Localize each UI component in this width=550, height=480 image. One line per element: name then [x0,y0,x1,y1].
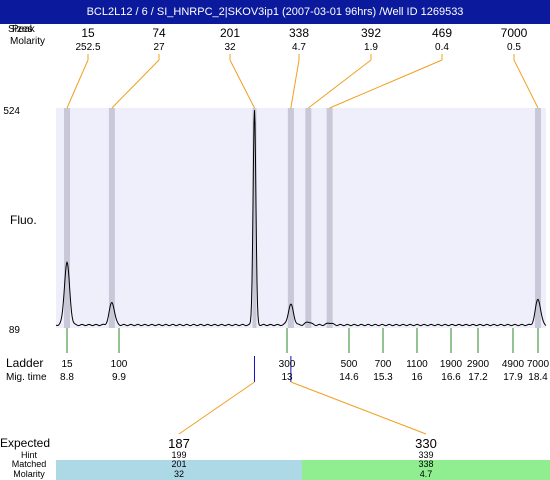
matched-molarity-value: 4.7 [420,469,433,479]
ladder-mig-time-label: 18.4 [528,372,548,383]
matched-band [302,460,550,480]
plot-area [56,108,546,328]
ladder-size-label: 4900 [502,359,525,370]
matched-row-label: Matched [12,459,47,469]
peak-molarity-label: 4.7 [292,42,306,53]
hint-row-label: Hint [21,450,38,460]
expected-leader-line [178,381,255,435]
expected-row-label: Expected [0,436,50,450]
size-row-label: Sizes [8,24,32,35]
peak-band [305,108,312,328]
expected-value: 187 [168,436,190,451]
ladder-mig-time-label: 15.3 [373,372,393,383]
matched-band [56,460,302,480]
peak-leader-line [111,59,160,109]
ladder-mig-time-label: 9.9 [112,372,126,383]
ladder-mig-time-label: 17.2 [468,372,488,383]
ladder-size-label: 300 [279,359,296,370]
peak-band [108,108,115,328]
peak-leader-line [513,59,539,109]
ladder-row-label: Ladder [6,356,43,370]
y-tick-label: 89 [9,325,21,336]
peak-band [535,108,541,328]
chart-title-bar: BCL2L12 / 6 / SI_HNRPC_2|SKOV3ip1 (2007-… [0,0,550,24]
peak-band [287,108,294,328]
peak-molarity-label: 32 [224,42,236,53]
ladder-mig-time-label: 17.9 [503,372,523,383]
matched-value: 201 [171,459,186,469]
peak-band [252,108,257,328]
peak-size-label: 469 [432,26,452,40]
ladder-mig-time-label: 8.8 [60,372,74,383]
peak-row-label: Peak [12,24,36,35]
bottom-molarity-row-label: Molarity [13,469,45,479]
peak-size-label: 392 [361,26,381,40]
molarity-row-label: Molarity [10,36,45,47]
ladder-size-label: 2900 [467,359,490,370]
peak-leader-line [290,59,300,109]
fluorescence-trace [55,110,547,327]
ladder-size-label: 1100 [406,359,428,370]
peak-band [64,108,70,328]
y-tick-label: 524 [3,106,20,117]
y-axis-label: Fluo. [10,213,37,227]
expected-leader-line [290,381,427,435]
ladder-size-label: 100 [111,359,128,370]
mig-time-row-label: Mig. time [6,372,47,383]
matched-value: 338 [418,459,433,469]
peak-molarity-label: 252.5 [75,42,100,53]
chart-title: BCL2L12 / 6 / SI_HNRPC_2|SKOV3ip1 (2007-… [86,6,464,18]
peak-size-label: 338 [289,26,309,40]
peak-size-label: 201 [220,26,240,40]
peak-band [326,108,333,328]
peak-molarity-label: 27 [153,42,165,53]
hint-value: 339 [418,450,433,460]
ladder-size-label: 700 [375,359,392,370]
expected-value: 330 [415,436,437,451]
peak-size-label: 15 [81,26,95,40]
peak-size-label: 74 [152,26,166,40]
matched-molarity-value: 32 [174,469,184,479]
peak-molarity-label: 0.4 [435,42,449,53]
peak-leader-line [229,59,255,109]
ladder-size-label: 15 [61,359,73,370]
peak-molarity-label: 1.9 [364,42,378,53]
ladder-mig-time-label: 14.6 [339,372,359,383]
ladder-mig-time-label: 13 [281,372,293,383]
ladder-mig-time-label: 16 [411,372,423,383]
ladder-size-label: 7000 [527,359,550,370]
peak-size-label: 7000 [501,26,528,40]
ladder-size-label: 500 [341,359,358,370]
hint-value: 199 [171,450,186,460]
peak-leader-line [308,59,372,109]
ladder-mig-time-label: 16.6 [441,372,461,383]
peak-molarity-label: 0.5 [507,42,521,53]
peak-leader-line [66,59,89,109]
peak-leader-line [329,59,443,109]
ladder-size-label: 1900 [440,359,463,370]
